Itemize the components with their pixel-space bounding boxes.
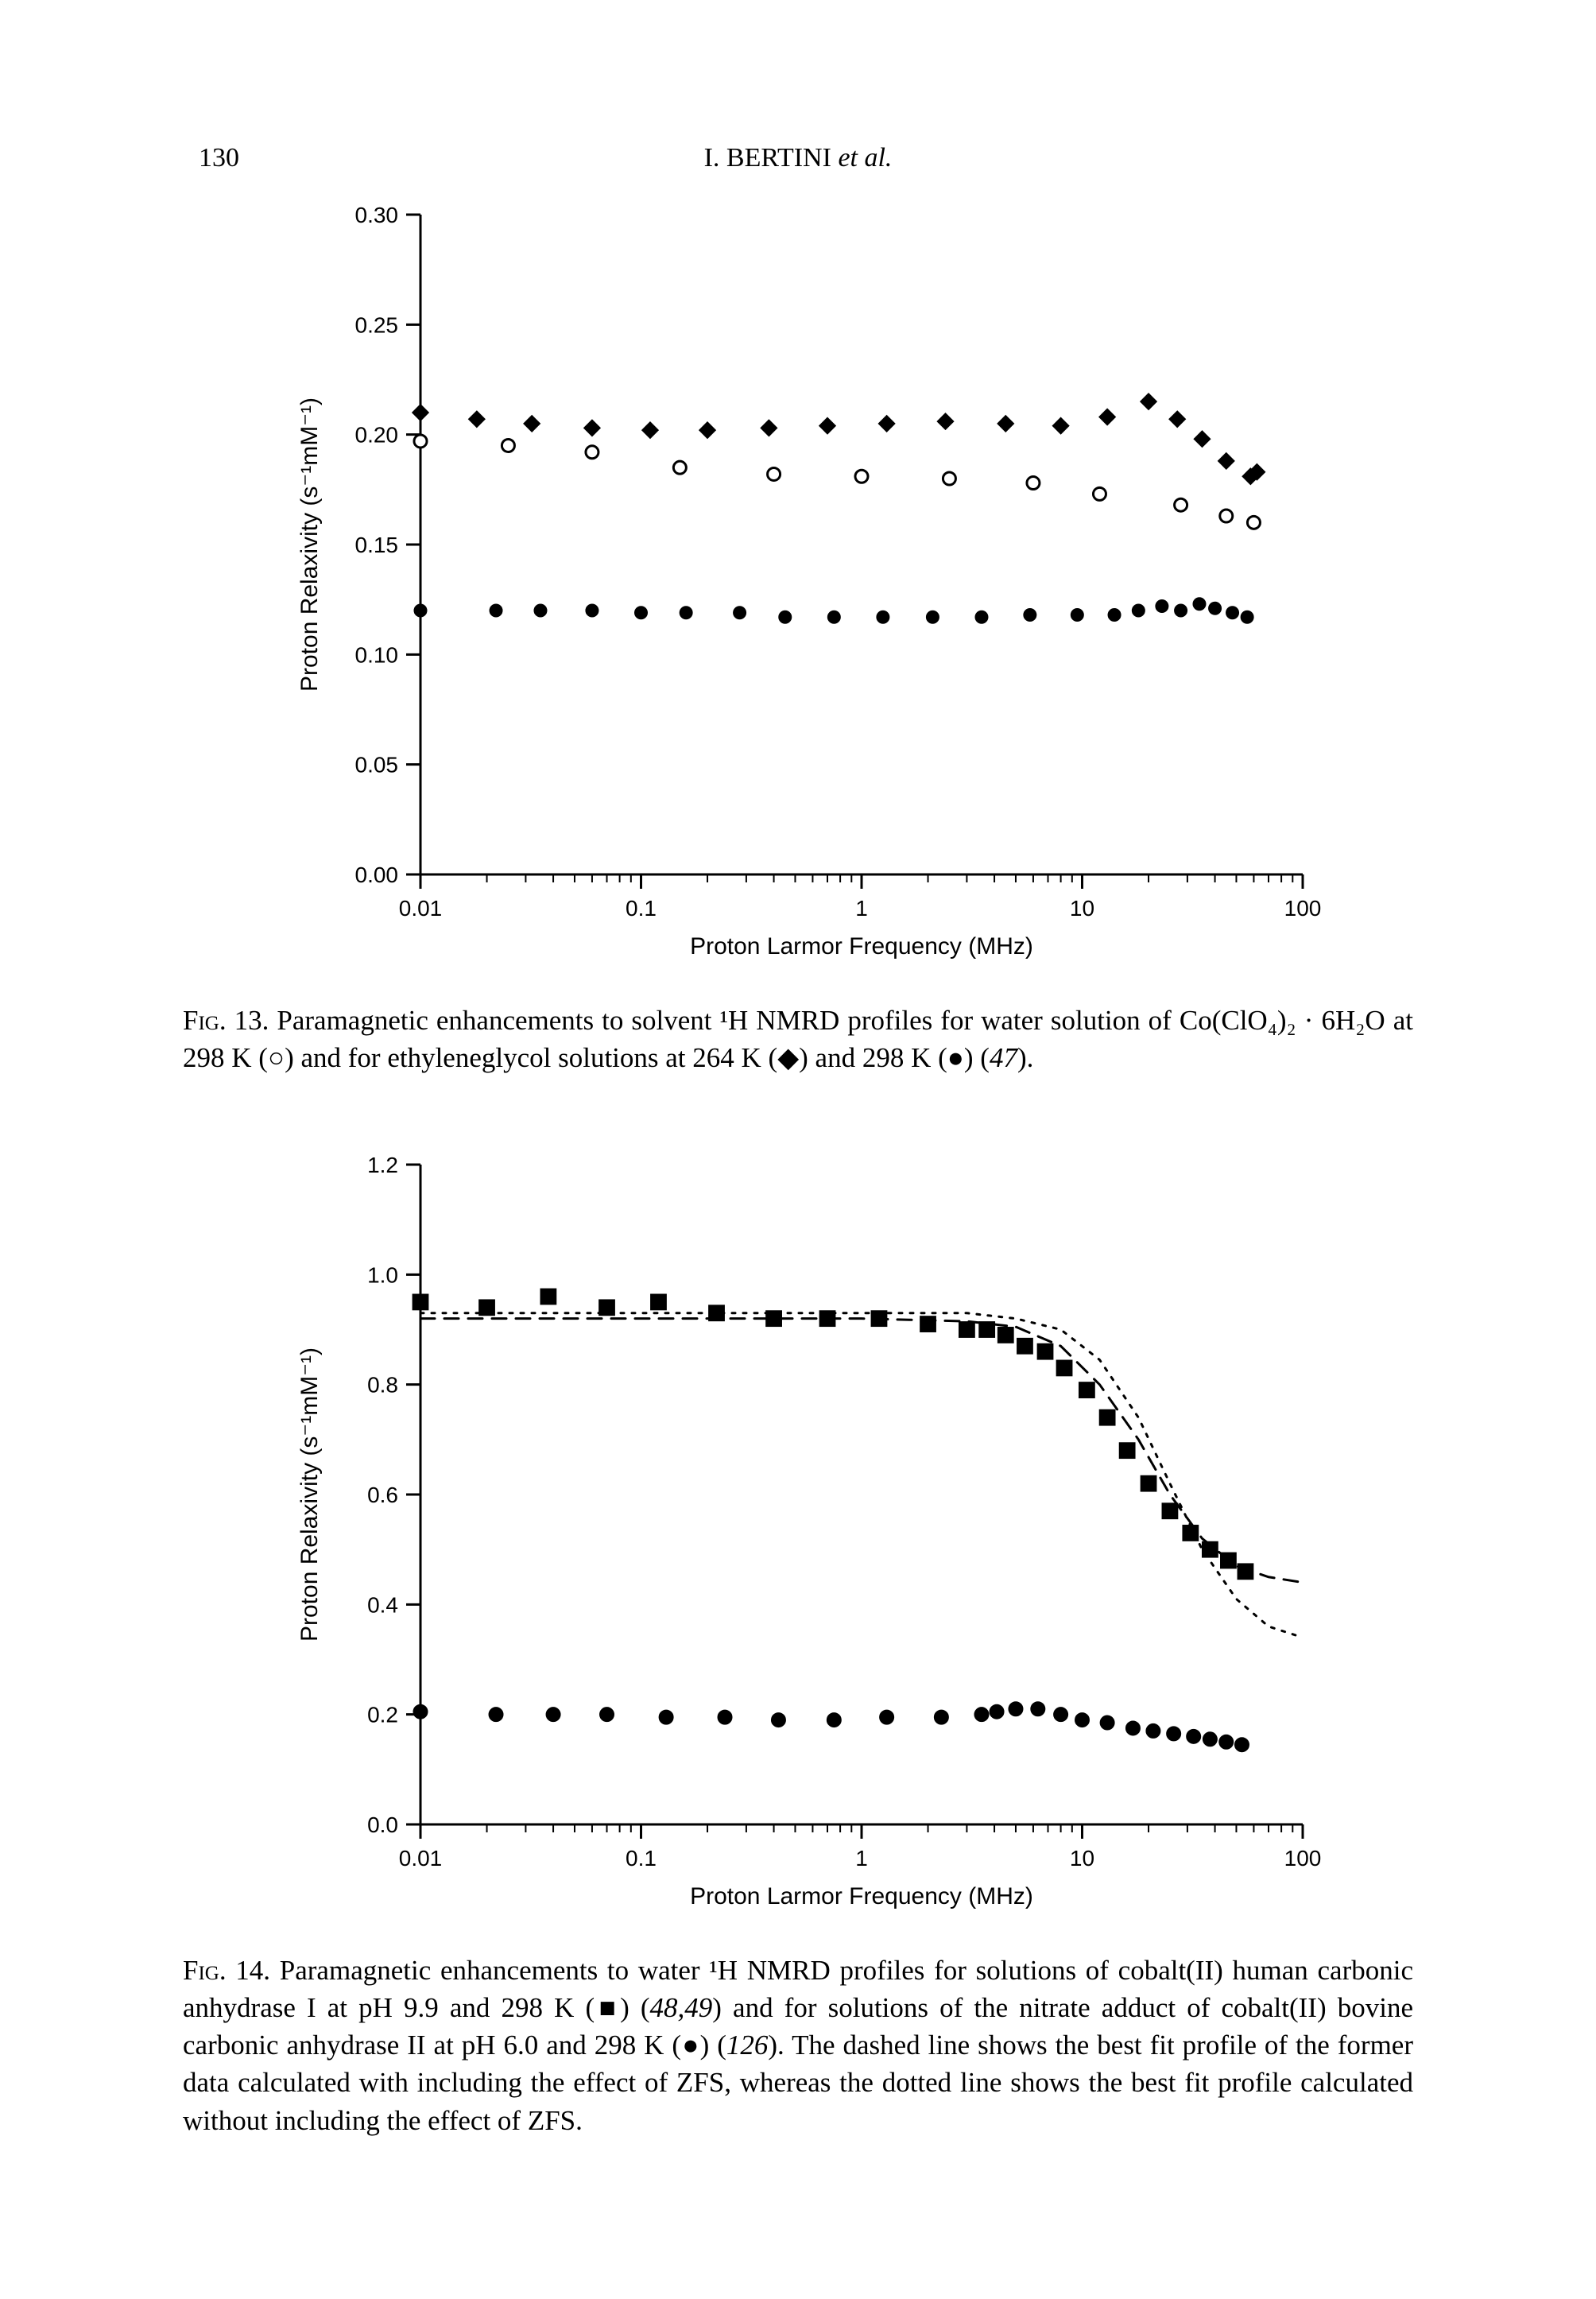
figure-14-chart: 0.01 0.1 1 10 100 0.0 0.2 0.4 0.6 0.8 1.0 1.2 Proton…: [261, 1141, 1335, 1936]
svg-text:Proton Larmor Frequency (MHz): Proton Larmor Frequency (MHz): [690, 933, 1033, 960]
figure-14-caption-ref1: 48,49: [650, 1992, 713, 2023]
figure-13-chart: 0.01 0.1 1 10 100 0.00 0.05 0.10 0.15 0.20 0.25 0.3…: [261, 191, 1335, 986]
svg-text:1.0: 1.0: [367, 1262, 398, 1287]
running-head-author: I. BERTINI: [704, 143, 831, 173]
svg-text:100: 100: [1284, 1846, 1322, 1871]
svg-text:0.20: 0.20: [355, 423, 399, 448]
svg-text:0.0: 0.0: [367, 1812, 398, 1837]
svg-text:0.10: 0.10: [355, 642, 399, 667]
figure-14-caption-ref2: 126: [726, 2030, 769, 2061]
figure-13-caption-label: Fig. 13.: [183, 1005, 269, 1036]
svg-text:1: 1: [855, 1846, 868, 1871]
page: 130 I. BERTINI et al. 0.010.11101000.000…: [0, 0, 1596, 2299]
svg-text:0.1: 0.1: [626, 1846, 657, 1871]
svg-text:0.15: 0.15: [355, 533, 399, 557]
figure-13: 0.01 0.1 1 10 100 0.00 0.05 0.10 0.15 0.20 0.25 0.3…: [183, 191, 1413, 1077]
figure-13-caption-body: Paramagnetic enhancements to solvent ¹H …: [183, 1005, 1413, 1073]
svg-text:10: 10: [1070, 896, 1094, 921]
figure-13-caption-tail: ).: [1017, 1042, 1033, 1073]
svg-text:100: 100: [1284, 896, 1322, 921]
svg-text:0.01: 0.01: [399, 1846, 443, 1871]
running-head-etal: et al.: [838, 143, 892, 173]
svg-text:Proton Relaxivity (s⁻¹mM⁻¹): Proton Relaxivity (s⁻¹mM⁻¹): [296, 397, 323, 692]
svg-text:0.00: 0.00: [355, 863, 399, 887]
svg-text:0.4: 0.4: [367, 1592, 398, 1617]
figure-14-caption: Fig. 14. Paramagnetic enhancements to wa…: [183, 1952, 1413, 2139]
svg-text:0.01: 0.01: [399, 896, 443, 921]
svg-text:1: 1: [855, 896, 868, 921]
svg-text:10: 10: [1070, 1846, 1094, 1871]
svg-text:0.05: 0.05: [355, 753, 399, 777]
figure-14: 0.01 0.1 1 10 100 0.0 0.2 0.4 0.6 0.8 1.0 1.2 Proton…: [183, 1141, 1413, 2139]
running-head: I. BERTINI et al.: [0, 143, 1596, 173]
svg-text:Proton Relaxivity (s⁻¹mM⁻¹): Proton Relaxivity (s⁻¹mM⁻¹): [296, 1347, 323, 1641]
figure-13-caption: Fig. 13. Paramagnetic enhancements to so…: [183, 1002, 1413, 1077]
svg-text:0.8: 0.8: [367, 1372, 398, 1397]
figure-14-caption-label: Fig. 14.: [183, 1955, 270, 1986]
svg-text:0.1: 0.1: [626, 896, 657, 921]
svg-text:0.30: 0.30: [355, 203, 399, 227]
svg-text:1.2: 1.2: [367, 1153, 398, 1177]
figure-13-caption-ref: 47: [990, 1042, 1017, 1073]
svg-text:0.2: 0.2: [367, 1702, 398, 1727]
svg-text:Proton Larmor Frequency (MHz): Proton Larmor Frequency (MHz): [690, 1883, 1033, 1909]
svg-text:0.6: 0.6: [367, 1483, 398, 1507]
svg-text:0.25: 0.25: [355, 312, 399, 337]
